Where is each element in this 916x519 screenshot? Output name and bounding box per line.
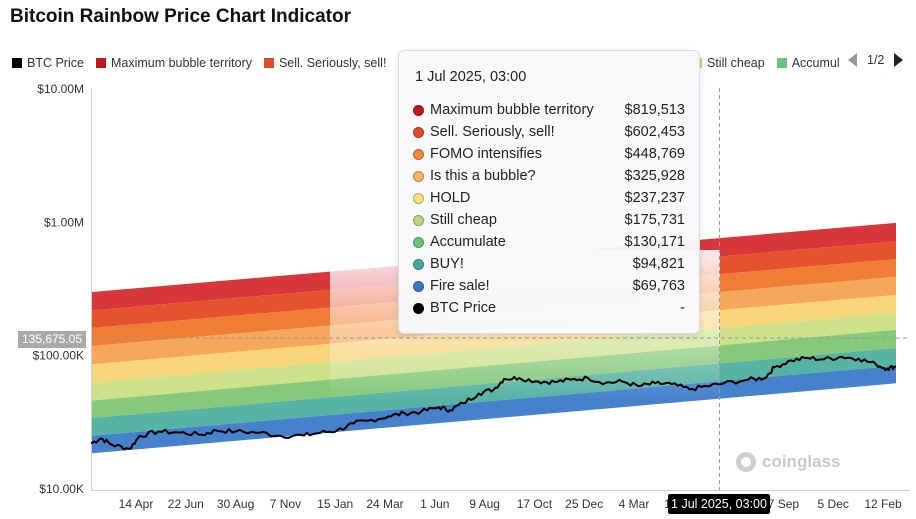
tooltip-series-name: FOMO intensifies xyxy=(430,146,542,162)
x-tick-label: 7 Sep xyxy=(768,497,800,511)
tooltip-rows: Maximum bubble territory $819,513 Sell. Se… xyxy=(413,99,685,319)
legend-label: Sell. Seriously, sell! xyxy=(278,56,387,70)
legend-swatch-icon xyxy=(12,58,22,68)
page-title: Bitcoin Rainbow Price Chart Indicator xyxy=(10,6,351,27)
legend-label: Accumulate xyxy=(791,56,840,70)
tooltip-row: BTC Price - xyxy=(413,297,685,319)
y-tick-label: $1.00M xyxy=(44,215,84,229)
watermark: coinglass xyxy=(736,452,840,472)
y-tick-label: $10.00K xyxy=(39,482,84,496)
x-tick-label: 12 Feb xyxy=(864,497,902,511)
x-tick-label: 4 Mar xyxy=(619,497,650,511)
tooltip-series-name: BTC Price xyxy=(430,300,497,316)
legend-right: Still cheap Accumulate xyxy=(692,54,840,72)
x-tick-label: 24 Mar xyxy=(366,497,403,511)
tooltip-series-name: Maximum bubble territory xyxy=(430,102,594,118)
tooltip-series-name: HOLD xyxy=(430,190,471,206)
series-dot-icon xyxy=(413,126,424,138)
tooltip-row: Is this a bubble? $325,928 xyxy=(413,165,685,187)
tooltip-series-value: $325,928 xyxy=(624,168,685,184)
series-dot-icon xyxy=(413,236,424,248)
tooltip-row: Fire sale! $69,763 xyxy=(413,275,685,297)
legend-page-indicator: 1/2 xyxy=(867,53,885,67)
legend-item-maximum-bubble[interactable]: Maximum bubble territory xyxy=(95,56,252,70)
tooltip-series-value: $69,763 xyxy=(632,278,685,294)
series-dot-icon xyxy=(413,302,424,314)
tooltip-series-name: Fire sale! xyxy=(430,278,490,294)
tooltip-date: 1 Jul 2025, 03:00 xyxy=(415,69,527,85)
legend-label: BTC Price xyxy=(27,56,84,70)
series-dot-icon xyxy=(413,214,424,226)
x-tick-label: 14 Apr xyxy=(119,497,154,511)
x-tick-label: 7 Nov xyxy=(270,497,301,511)
crosshair-date-label: 1 Jul 2025, 03:00 xyxy=(668,494,770,514)
tooltip-row: Sell. Seriously, sell! $602,453 xyxy=(413,121,685,143)
tooltip-row: Maximum bubble territory $819,513 xyxy=(413,99,685,121)
coinglass-logo-icon xyxy=(736,452,756,472)
tooltip-series-name: Still cheap xyxy=(430,212,497,228)
x-tick-label: 30 Aug xyxy=(217,497,254,511)
tooltip-series-value: $602,453 xyxy=(624,124,685,140)
tooltip-series-value: $237,237 xyxy=(624,190,685,206)
tooltip-series-name: BUY! xyxy=(430,256,464,272)
series-dot-icon xyxy=(413,170,424,182)
series-dot-icon xyxy=(413,280,424,292)
series-dot-icon xyxy=(413,192,424,204)
tooltip-series-name: Accumulate xyxy=(430,234,506,250)
tooltip-series-value: $448,769 xyxy=(624,146,685,162)
x-tick-label: 15 Jan xyxy=(317,497,353,511)
x-tick-label: 1 Jun xyxy=(420,497,449,511)
x-tick-label: 22 Jun xyxy=(168,497,204,511)
legend-label: Maximum bubble territory xyxy=(110,56,252,70)
series-dot-icon xyxy=(413,148,424,160)
tooltip-series-value: $94,821 xyxy=(632,256,685,272)
x-tick-label: 25 Dec xyxy=(565,497,603,511)
legend-item-sell[interactable]: Sell. Seriously, sell! xyxy=(263,56,387,70)
series-dot-icon xyxy=(413,258,424,270)
crosshair-price-label: 135,675.05 xyxy=(18,331,86,348)
series-line-btc-price xyxy=(90,355,897,451)
tooltip-row: Still cheap $175,731 xyxy=(413,209,685,231)
legend-item-accumulate[interactable]: Accumulate xyxy=(776,56,840,70)
tooltip-series-name: Is this a bubble? xyxy=(430,168,536,184)
tooltip-series-value: - xyxy=(680,300,685,316)
x-tick-label: 5 Dec xyxy=(818,497,849,511)
watermark-text: coinglass xyxy=(762,452,841,471)
legend-item-btc-price[interactable]: BTC Price xyxy=(12,56,84,70)
x-tick-label: 9 Aug xyxy=(469,497,500,511)
legend-swatch-icon xyxy=(95,58,106,68)
y-tick-label: $100.00K xyxy=(33,349,84,363)
legend: BTC Price Maximum bubble territory Sell.… xyxy=(12,54,398,72)
chevron-left-icon[interactable] xyxy=(848,53,857,67)
y-tick-label: $10.00M xyxy=(37,82,84,96)
tooltip-series-value: $819,513 xyxy=(624,102,685,118)
x-tick-label: 17 Oct xyxy=(517,497,553,511)
tooltip-series-name: Sell. Seriously, sell! xyxy=(430,124,555,140)
series-dot-icon xyxy=(413,104,424,116)
tooltip-row: FOMO intensifies $448,769 xyxy=(413,143,685,165)
tooltip: 1 Jul 2025, 03:00 Maximum bubble territo… xyxy=(398,50,700,334)
legend-swatch-icon xyxy=(776,58,787,68)
legend-pager: 1/2 xyxy=(848,53,904,67)
chevron-right-icon[interactable] xyxy=(894,53,904,67)
legend-swatch-icon xyxy=(263,58,274,68)
tooltip-row: HOLD $237,237 xyxy=(413,187,685,209)
tooltip-series-value: $175,731 xyxy=(624,212,685,228)
tooltip-row: BUY! $94,821 xyxy=(413,253,685,275)
tooltip-row: Accumulate $130,171 xyxy=(413,231,685,253)
tooltip-series-value: $130,171 xyxy=(624,234,685,250)
legend-label: Still cheap xyxy=(707,56,765,70)
